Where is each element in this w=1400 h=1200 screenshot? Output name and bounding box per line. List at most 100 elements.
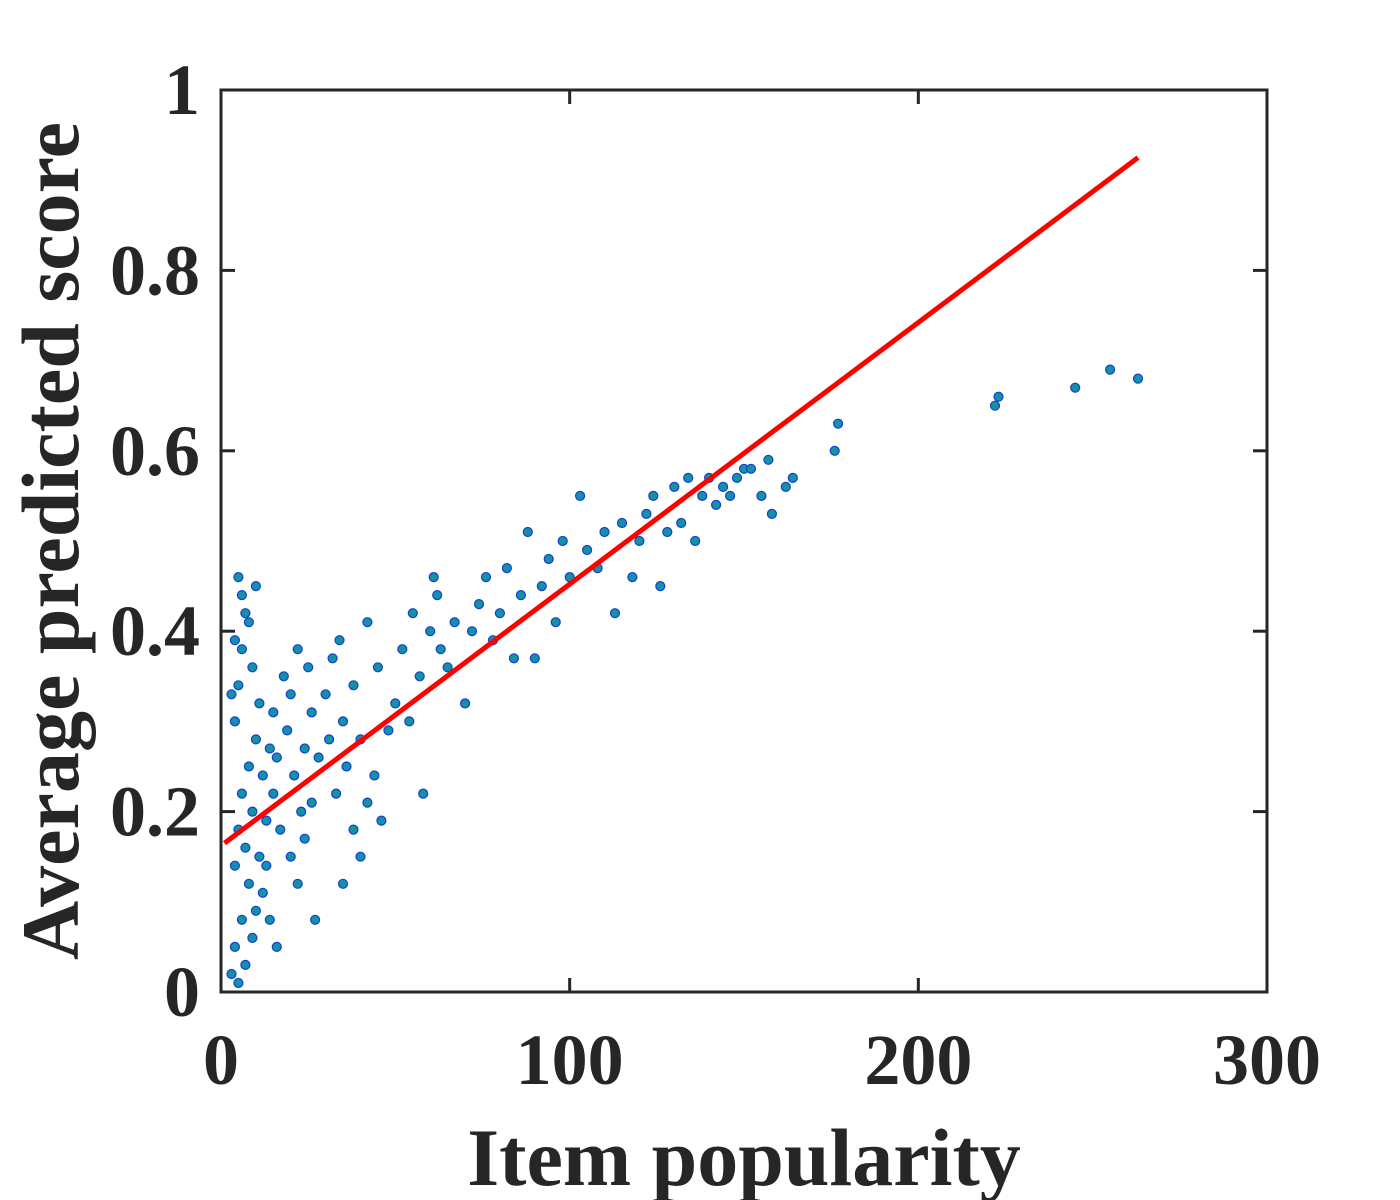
scatter-point-81 [435, 644, 446, 655]
scatter-point-30 [264, 743, 275, 754]
scatter-point-71 [372, 662, 383, 673]
scatter-point-4 [240, 959, 251, 971]
scatter-point-116 [697, 490, 708, 501]
y-tick-label-4: 0.8 [110, 230, 200, 310]
scatter-point-129 [829, 445, 840, 456]
scatter-point-46 [303, 662, 314, 673]
scatter-point-106 [627, 571, 638, 583]
scatter-point-54 [320, 689, 331, 700]
scatter-point-36 [268, 707, 279, 718]
x-axis-label: Item popularity [467, 1112, 1021, 1200]
scatter-point-32 [257, 887, 268, 898]
scatter-point-10 [236, 788, 247, 799]
scatter-point-47 [306, 707, 317, 718]
scatter-point-28 [257, 770, 268, 781]
y-tick-label-1: 0.2 [110, 772, 200, 852]
scatter-point-66 [355, 851, 366, 862]
scatter-point-45 [299, 743, 310, 754]
scatter-point-35 [261, 860, 272, 871]
scatter-point-119 [717, 481, 729, 492]
scatter-point-73 [397, 644, 408, 655]
scatter-point-61 [348, 680, 359, 691]
scatter-point-55 [324, 734, 335, 745]
scatter-point-131 [989, 400, 1001, 411]
scatter-point-64 [337, 878, 349, 889]
scatter-point-48 [285, 851, 296, 862]
scatter-point-128 [787, 472, 798, 483]
scatter-point-105 [616, 517, 628, 529]
x-tick-labels: 0 100 200 300 [203, 1020, 1321, 1100]
scatter-point-126 [766, 508, 778, 520]
scatter-point-120 [724, 490, 736, 501]
scatter-point-83 [449, 617, 460, 628]
scatter-point-110 [655, 580, 666, 592]
scatter-point-80 [428, 571, 439, 583]
scatter-point-91 [508, 653, 520, 664]
scatter-point-43 [292, 644, 303, 655]
scatter-point-118 [710, 499, 722, 510]
y-tick-label-2: 0.4 [110, 591, 200, 671]
scatter-point-132 [993, 391, 1004, 402]
scatter-point-27 [254, 698, 265, 709]
scatter-point-52 [313, 752, 324, 763]
scatter-point-31 [268, 788, 279, 799]
scatter-point-53 [310, 914, 321, 925]
scatter-point-56 [327, 653, 338, 664]
scatter-point-89 [494, 608, 505, 619]
y-tick-labels: 0 0.2 0.4 0.6 0.8 1 [110, 50, 200, 1032]
scatter-point-100 [574, 490, 586, 501]
scatter-point-103 [599, 526, 610, 538]
scatter-point-113 [676, 517, 687, 529]
scatter-point-37 [271, 752, 282, 763]
scatter-point-8 [229, 860, 240, 871]
scatter-point-107 [634, 535, 645, 547]
scatter-point-90 [501, 562, 512, 574]
scatter-point-60 [341, 761, 352, 772]
scatter-point-7 [250, 905, 261, 916]
scatter-point-115 [690, 535, 701, 547]
scatter-point-95 [536, 580, 547, 592]
scatter-point-92 [515, 589, 527, 601]
scatter-point-22 [243, 617, 254, 628]
scatter-point-97 [550, 617, 561, 628]
scatter-point-11 [240, 842, 251, 853]
scatter-points [226, 364, 1144, 989]
scatter-point-69 [376, 815, 387, 826]
scatter-point-26 [247, 662, 258, 673]
scatter-point-39 [275, 824, 286, 835]
fit-line [222, 155, 1140, 846]
scatter-point-134 [1104, 364, 1116, 375]
scatter-point-1 [229, 941, 240, 953]
scatter-point-127 [780, 481, 791, 492]
plot-frame [219, 88, 1269, 994]
scatter-point-82 [442, 662, 453, 673]
fit-line-layer [222, 155, 1140, 846]
scatter-point-75 [407, 608, 418, 619]
scatter-point-15 [254, 851, 265, 862]
scatter-point-133 [1070, 382, 1081, 393]
scatter-point-6 [247, 932, 258, 944]
scatter-point-63 [362, 617, 373, 628]
y-axis-label: Average predicted score [5, 122, 96, 960]
axis-ticks [219, 88, 1269, 994]
scatter-point-18 [236, 644, 247, 655]
scatter-point-23 [250, 580, 261, 592]
y-tick-label-5: 1 [164, 50, 200, 130]
scatter-point-58 [334, 635, 345, 646]
scatter-point-57 [331, 788, 342, 799]
scatter-point-49 [292, 878, 303, 889]
scatter-point-59 [337, 716, 349, 727]
scatter-point-94 [529, 653, 540, 664]
scatter-point-19 [240, 608, 251, 619]
scatter-point-68 [369, 770, 380, 781]
scatter-point-17 [233, 680, 244, 691]
scatter-point-50 [299, 833, 310, 844]
scatter-point-77 [418, 788, 429, 799]
scatter-point-76 [414, 671, 425, 682]
scatter-point-44 [296, 806, 307, 817]
scatter-point-51 [306, 797, 317, 808]
x-tick-label-2: 200 [864, 1020, 972, 1100]
scatter-point-65 [348, 824, 359, 835]
scatter-point-104 [609, 608, 621, 619]
